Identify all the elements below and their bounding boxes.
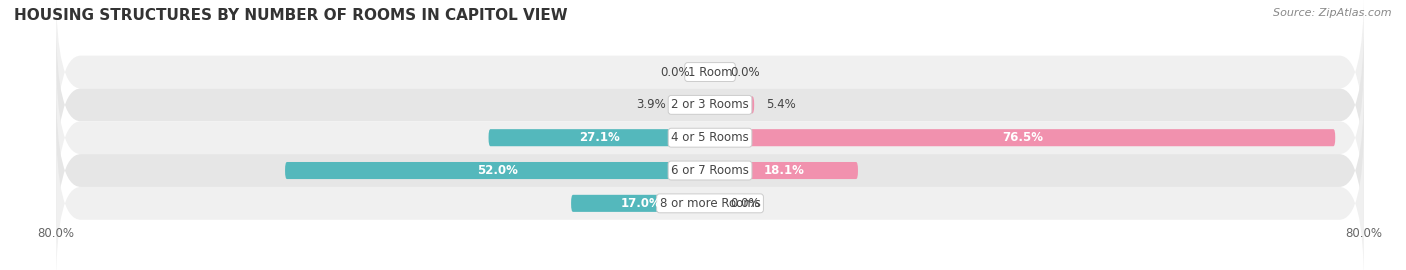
Text: 4 or 5 Rooms: 4 or 5 Rooms [671, 131, 749, 144]
Text: 17.0%: 17.0% [620, 197, 661, 210]
Text: 0.0%: 0.0% [659, 66, 689, 79]
FancyBboxPatch shape [571, 195, 710, 212]
FancyBboxPatch shape [56, 121, 1364, 270]
Text: 52.0%: 52.0% [477, 164, 517, 177]
FancyBboxPatch shape [702, 63, 710, 80]
FancyBboxPatch shape [56, 23, 1364, 187]
FancyBboxPatch shape [678, 96, 710, 113]
Text: 5.4%: 5.4% [766, 98, 796, 112]
Text: Source: ZipAtlas.com: Source: ZipAtlas.com [1274, 8, 1392, 18]
Text: 18.1%: 18.1% [763, 164, 804, 177]
Text: HOUSING STRUCTURES BY NUMBER OF ROOMS IN CAPITOL VIEW: HOUSING STRUCTURES BY NUMBER OF ROOMS IN… [14, 8, 568, 23]
FancyBboxPatch shape [56, 56, 1364, 220]
FancyBboxPatch shape [710, 63, 718, 80]
Text: 8 or more Rooms: 8 or more Rooms [659, 197, 761, 210]
FancyBboxPatch shape [710, 162, 858, 179]
Text: 27.1%: 27.1% [579, 131, 620, 144]
Text: 3.9%: 3.9% [636, 98, 666, 112]
FancyBboxPatch shape [488, 129, 710, 146]
FancyBboxPatch shape [56, 89, 1364, 252]
FancyBboxPatch shape [56, 0, 1364, 154]
FancyBboxPatch shape [710, 96, 754, 113]
FancyBboxPatch shape [285, 162, 710, 179]
Text: 2 or 3 Rooms: 2 or 3 Rooms [671, 98, 749, 112]
FancyBboxPatch shape [710, 195, 718, 212]
FancyBboxPatch shape [710, 129, 1336, 146]
Text: 0.0%: 0.0% [731, 66, 761, 79]
Text: 76.5%: 76.5% [1002, 131, 1043, 144]
Text: 1 Room: 1 Room [688, 66, 733, 79]
Text: 6 or 7 Rooms: 6 or 7 Rooms [671, 164, 749, 177]
Text: 0.0%: 0.0% [731, 197, 761, 210]
